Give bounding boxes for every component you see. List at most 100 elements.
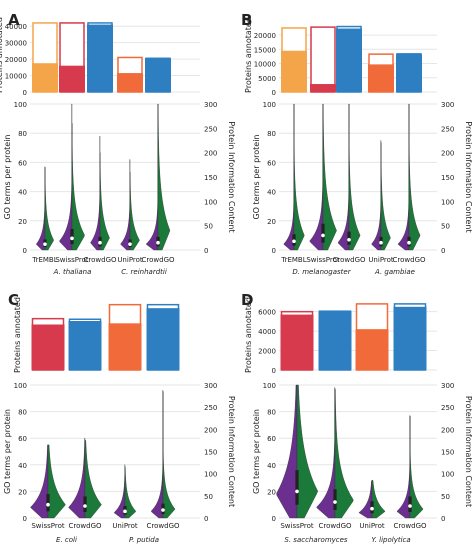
violin-ytick-right: 0 — [204, 515, 208, 523]
bar-ytick-label: 30000 — [5, 40, 27, 48]
violin-ytick-right: 150 — [204, 449, 217, 457]
violin-category-label: SwissProt — [306, 256, 340, 264]
bar-ytick-label: 10000 — [5, 73, 27, 81]
bar-ytick-label: 2000 — [258, 348, 276, 356]
violin-median — [333, 500, 337, 504]
bar-ylabel: Proteins annotated — [244, 297, 253, 373]
violin-median — [70, 236, 74, 241]
violin-ytick-left: 100 — [14, 101, 27, 109]
violin-ytick-left: 80 — [18, 409, 27, 417]
violin-left-half — [59, 103, 73, 251]
panel-label: B — [241, 11, 252, 29]
violin-left-half — [120, 159, 131, 251]
bar-annotated-crowdgo — [68, 321, 102, 370]
bar-ytick-label: 15000 — [254, 46, 276, 54]
violin-category-label: TrEMBL — [280, 256, 306, 264]
bar-ytick-label: 6000 — [258, 309, 276, 317]
bar-annotated-crowdgo — [145, 58, 171, 92]
violin-box — [333, 489, 337, 511]
violin-ylabel-right: Protein Information Content — [464, 121, 473, 232]
violin-ytick-right: 200 — [204, 150, 217, 158]
violin-category-label: CrowdGO — [69, 522, 102, 530]
violin-category-label: UniProt — [368, 256, 394, 264]
panel-label: A — [8, 11, 20, 29]
violin-median — [292, 239, 296, 244]
violin-ylabel-left: GO terms per protein — [3, 409, 12, 494]
bar-ytick-label: 20000 — [5, 56, 27, 64]
violin-median — [370, 506, 374, 511]
violin-right-half — [129, 171, 140, 251]
violin-ytick-left: 80 — [267, 130, 276, 138]
panel-label: D — [241, 291, 253, 309]
violin-left-half — [396, 415, 411, 519]
violin-category-label: CrowdGO — [394, 522, 427, 530]
violin-ytick-right: 100 — [441, 471, 454, 479]
bar-ytick-label: 5000 — [258, 75, 276, 83]
violin-right-half — [293, 103, 305, 251]
species-label: D. melanogaster — [292, 268, 351, 276]
violin-median — [46, 502, 50, 507]
violin-ytick-right: 150 — [441, 449, 454, 457]
violin-ytick-right: 0 — [441, 247, 445, 255]
bar-ytick-label: 0 — [23, 89, 27, 97]
violin-ytick-left: 0 — [23, 247, 27, 255]
violin-ytick-left: 0 — [23, 515, 27, 523]
violin-ytick-left: 40 — [18, 462, 27, 470]
violin-ytick-right: 250 — [204, 404, 217, 412]
violin-ytick-left: 100 — [14, 382, 27, 390]
violin-right-half — [47, 444, 66, 519]
violin-ylabel-left: GO terms per protein — [252, 409, 261, 494]
violin-right-half — [380, 142, 391, 251]
violin-ytick-right: 100 — [441, 198, 454, 206]
violin-right-half — [124, 466, 137, 519]
violin-ytick-left: 20 — [267, 218, 276, 226]
violin-right-half — [408, 103, 421, 251]
violin-right-half — [296, 384, 318, 519]
violin-left-half — [35, 166, 46, 251]
violin-right-half — [162, 391, 176, 519]
bar-ylabel: Proteins annotated — [0, 17, 4, 93]
violin-right-half — [84, 440, 102, 519]
violin-median — [347, 237, 351, 242]
violin-ytick-right: 250 — [441, 125, 454, 133]
violin-ytick-right: 200 — [441, 426, 454, 434]
violin-category-label: UniProt — [359, 522, 385, 530]
violin-median — [321, 233, 325, 238]
species-label: Y. lipolytica — [371, 536, 410, 544]
violin-box — [295, 470, 299, 505]
violin-ylabel-right: Protein Information Content — [464, 396, 473, 507]
bar-ytick-label: 4000 — [258, 328, 276, 336]
violin-median — [295, 489, 299, 494]
bar-ytick-label: 0 — [272, 89, 276, 97]
bar-ytick-label: 40000 — [5, 23, 27, 31]
violin-median — [161, 508, 165, 512]
violin-right-half — [409, 415, 424, 519]
violin-median — [123, 509, 127, 514]
bar-annotated-uniprot — [117, 73, 143, 92]
violin-ytick-right: 150 — [441, 174, 454, 182]
violin-ytick-left: 60 — [18, 159, 27, 167]
violin-left-half — [276, 384, 298, 519]
violin-ytick-left: 100 — [263, 101, 276, 109]
violin-right-half — [71, 123, 85, 251]
bar-annotated-swissprot — [31, 324, 65, 370]
bar-annotated-trembl — [32, 63, 58, 92]
bar-annotated-swissprot — [59, 65, 85, 92]
violin-ytick-right: 250 — [204, 125, 217, 133]
violin-median — [156, 240, 160, 245]
species-label: A. gambiae — [374, 268, 415, 276]
violin-ytick-left: 100 — [263, 382, 276, 390]
bar-ytick-label: 20000 — [254, 32, 276, 40]
panel-label: C — [8, 291, 19, 309]
violin-category-label: SwissProt — [31, 522, 65, 530]
bar-annotated-crowdgo — [318, 311, 352, 370]
violin-left-half — [150, 390, 164, 519]
bar-annotated-crowdgo — [336, 28, 362, 92]
violin-ytick-left: 80 — [267, 409, 276, 417]
violin-left-half — [283, 103, 295, 251]
violin-box — [321, 223, 325, 243]
violin-right-half — [44, 167, 54, 251]
bar-ytick-label: 0 — [272, 367, 276, 375]
